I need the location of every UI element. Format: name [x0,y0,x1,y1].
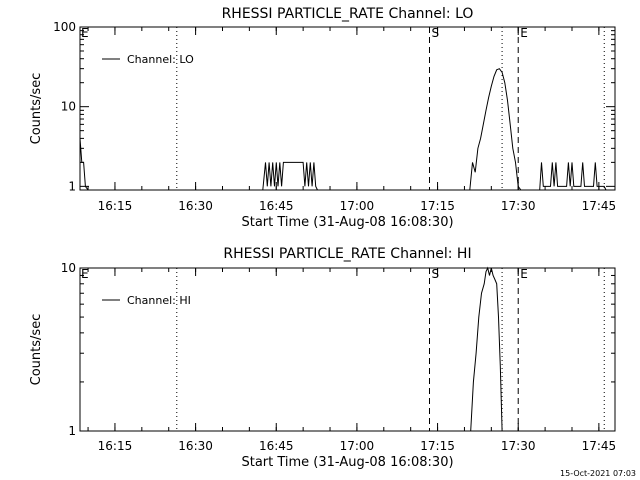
x-tick-label: 17:15 [420,199,455,213]
chart-title: RHESSI PARTICLE_RATE Channel: HI [223,246,471,262]
x-tick-label: 16:15 [98,439,133,453]
x-axis-label: Start Time (31-Aug-08 16:08:30) [241,215,453,230]
x-tick-label: 17:00 [340,199,375,213]
chart-panel-1: RHESSI PARTICLE_RATE Channel: LO 16:15 16:… [29,6,616,230]
y-tick-label: 1 [68,179,76,193]
x-tick-label: 16:15 [98,199,133,213]
x-tick-label: 17:45 [582,199,617,213]
marker-label: E [520,267,528,281]
series-line [470,266,503,432]
plot-frame [79,267,616,432]
plot-frame [79,26,616,191]
x-tick-label: 17:30 [501,439,536,453]
timestamp-footer: 15-Oct-2021 07:03 [560,469,636,478]
marker-label: S [431,26,439,40]
marker-label: S [431,267,439,281]
legend-label: Channel: HI [127,294,191,307]
x-tick-label: 17:45 [582,439,617,453]
x-tick-label: 16:45 [259,199,294,213]
marker-label: E [520,26,528,40]
marker-label: E [81,26,89,40]
chart-panel-2: RHESSI PARTICLE_RATE Channel: HI 16:15 16:… [29,246,616,470]
x-tick-label: 16:30 [178,439,213,453]
x-tick-label: 16:45 [259,439,294,453]
marker-label: E [81,267,89,281]
chart-title: RHESSI PARTICLE_RATE Channel: LO [222,6,474,22]
legend-label: Channel: LO [127,53,194,66]
x-tick-label: 17:30 [501,199,536,213]
x-tick-label: 17:15 [420,439,455,453]
y-tick-label: 1 [68,424,76,438]
y-tick-label: 100 [53,20,76,34]
x-axis-label: Start Time (31-Aug-08 16:08:30) [241,455,453,470]
y-axis-label: Counts/sec [29,314,44,386]
x-tick-label: 17:00 [340,439,375,453]
y-axis-label: Counts/sec [29,73,44,145]
y-tick-label: 10 [61,100,76,114]
x-tick-label: 16:30 [178,199,213,213]
series-line [79,68,607,191]
y-tick-label: 10 [61,261,76,275]
